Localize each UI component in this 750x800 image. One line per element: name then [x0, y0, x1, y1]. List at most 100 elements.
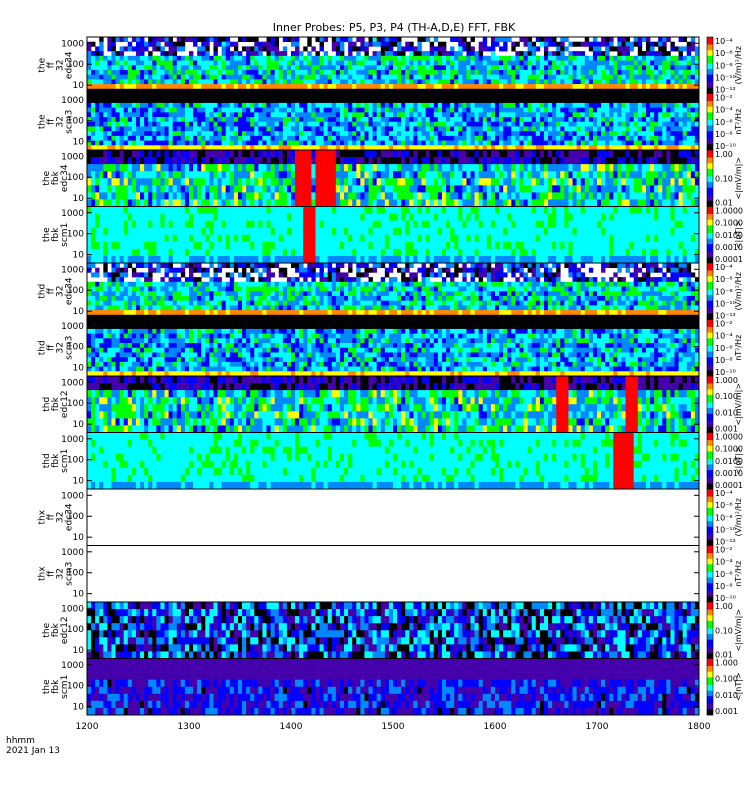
heatmap-cell — [548, 171, 553, 179]
heatmap-cell — [135, 93, 141, 99]
heatmap-cell — [254, 37, 259, 43]
heatmap-cell — [164, 192, 169, 200]
heatmap-cell — [144, 185, 149, 193]
heatmap-cell — [164, 241, 169, 250]
heatmap-cell — [450, 157, 455, 165]
heatmap-cell — [91, 98, 96, 104]
heatmap-cell — [360, 150, 365, 158]
heatmap-cell — [401, 145, 406, 151]
heatmap-cell — [543, 69, 549, 75]
heatmap-cell — [384, 171, 390, 179]
heatmap-cell — [690, 88, 696, 94]
heatmap-cell — [95, 135, 100, 141]
heatmap-cell — [295, 51, 300, 57]
heatmap-cell — [678, 126, 683, 132]
heatmap-cell — [613, 178, 618, 186]
heatmap-cell — [156, 192, 161, 200]
heatmap-cell — [597, 150, 602, 158]
heatmap-cell — [694, 185, 700, 193]
heatmap-cell — [99, 157, 104, 165]
heatmap-cell — [368, 112, 373, 118]
heatmap-cell — [694, 178, 700, 186]
heatmap-cell — [658, 112, 663, 118]
heatmap-cell — [291, 171, 296, 179]
heatmap-cell — [580, 41, 586, 47]
heatmap-cell — [307, 60, 312, 66]
heatmap-cell — [303, 121, 308, 127]
heatmap-cell — [446, 112, 451, 118]
heatmap-cell — [123, 140, 129, 146]
heatmap-cell — [156, 171, 161, 179]
heatmap-cell — [413, 171, 418, 179]
heatmap-cell — [633, 121, 639, 127]
heatmap-cell — [307, 55, 312, 61]
heatmap-cell — [674, 107, 679, 113]
heatmap-cell — [548, 65, 553, 71]
heatmap-cell — [686, 88, 692, 94]
heatmap-cell — [454, 69, 459, 75]
heatmap-cell — [523, 121, 528, 127]
heatmap-cell — [511, 192, 516, 200]
heatmap-cell — [209, 93, 214, 99]
heatmap-cell — [658, 107, 663, 113]
heatmap-cell — [246, 126, 251, 132]
colorbar-swatch — [707, 65, 713, 68]
heatmap-cell — [131, 65, 137, 71]
heatmap-cell — [633, 140, 639, 146]
heatmap-cell — [205, 192, 210, 200]
heatmap-cell — [205, 150, 210, 158]
heatmap-cell — [217, 112, 222, 118]
heatmap-cell — [111, 199, 116, 207]
heatmap-cell — [466, 126, 471, 132]
heatmap-cell — [274, 117, 280, 123]
heatmap-cell — [107, 98, 112, 104]
heatmap-cell — [95, 178, 100, 186]
heatmap-cell — [515, 121, 520, 127]
heatmap-cell — [548, 131, 553, 137]
heatmap-cell — [543, 84, 549, 90]
heatmap-cell — [433, 185, 439, 193]
heatmap-cell — [384, 88, 390, 94]
heatmap-cell — [152, 55, 157, 61]
heatmap-cell — [393, 150, 398, 158]
heatmap-cell — [409, 117, 414, 123]
heatmap-cell — [356, 140, 361, 146]
heatmap-cell — [417, 51, 422, 57]
heatmap-cell — [474, 51, 479, 57]
heatmap-cell — [654, 93, 659, 99]
heatmap-cell — [507, 171, 512, 179]
heatmap-cell — [458, 150, 463, 158]
heatmap-cell — [645, 126, 651, 132]
heatmap-cell — [474, 131, 479, 137]
heatmap-cell — [384, 41, 390, 47]
heatmap-cell — [670, 46, 675, 52]
heatmap-cell — [209, 112, 214, 118]
heatmap-cell — [201, 79, 206, 85]
heatmap-cell — [189, 220, 194, 228]
heatmap-cell — [180, 65, 186, 71]
heatmap-cell — [519, 107, 524, 113]
heatmap-cell — [160, 107, 165, 113]
heatmap-cell — [274, 199, 280, 207]
heatmap-cell — [613, 84, 618, 90]
heatmap-cell — [197, 117, 202, 123]
heatmap-cell — [168, 55, 173, 61]
heatmap-cell — [674, 140, 679, 146]
heatmap-cell — [164, 145, 169, 151]
heatmap-cell — [262, 102, 267, 108]
heatmap-cell — [111, 255, 116, 264]
heatmap-cell — [221, 46, 227, 52]
heatmap-cell — [291, 126, 296, 132]
heatmap-cell — [588, 140, 594, 146]
heatmap-cell — [282, 150, 288, 158]
heatmap-cell — [295, 74, 300, 80]
heatmap-cell — [242, 199, 247, 207]
heatmap-cell — [131, 164, 137, 172]
heatmap-cell — [568, 121, 573, 127]
heatmap-cell — [209, 65, 214, 71]
heatmap-cell — [401, 79, 406, 85]
heatmap-cell — [99, 102, 104, 108]
heatmap-cell — [201, 117, 206, 123]
heatmap-cell — [291, 74, 296, 80]
heatmap-cell — [152, 93, 157, 99]
